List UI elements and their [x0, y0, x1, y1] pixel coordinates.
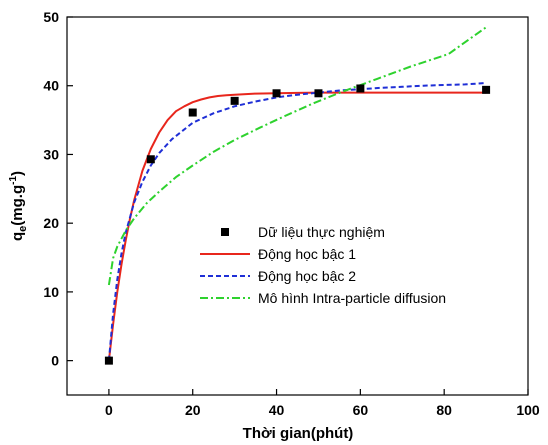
y-tick-label: 30	[43, 146, 59, 162]
legend-label: Động học bậc 1	[258, 246, 356, 262]
legend: Dữ liệu thực nghiệm Động học bậc 1 Động họ…	[196, 210, 446, 306]
legend-label: Mô hình Intra-particle diffusion	[258, 290, 446, 306]
legend-marker	[221, 228, 229, 236]
legend-box	[196, 210, 436, 306]
x-tick-label: 80	[436, 402, 452, 418]
y-axis-title-sup: -1	[8, 176, 19, 185]
y-axis-title: qe(mg.g-1)	[8, 171, 29, 241]
series-line	[107, 26, 487, 286]
y-axis-title-main: q	[9, 232, 26, 241]
y-axis-title-sub: e	[17, 226, 29, 232]
data-point	[314, 89, 323, 98]
x-tick-label: 40	[269, 402, 285, 418]
data-point	[356, 84, 365, 93]
series-layer	[104, 26, 491, 365]
y-tick-label: 40	[43, 78, 59, 94]
y-tick-label: 50	[43, 9, 59, 25]
ticks-layer: 0 20 40 60 80 100 0 10 20 30 40 50	[43, 9, 539, 418]
y-tick-label: 0	[51, 353, 59, 369]
data-point	[230, 96, 239, 105]
data-point	[272, 89, 281, 98]
series-line	[107, 91, 487, 361]
x-tick-label: 100	[516, 402, 540, 418]
x-tick-label: 60	[353, 402, 369, 418]
data-point	[104, 356, 113, 365]
data-point	[146, 155, 155, 164]
x-tick-label: 0	[105, 402, 113, 418]
data-point	[188, 108, 197, 117]
x-axis-title: Thời gian(phút)	[243, 425, 354, 442]
data-point	[482, 85, 491, 94]
y-axis-title-unit-open: (mg.g	[9, 185, 26, 226]
y-tick-label: 10	[43, 284, 59, 300]
plot-frame	[66, 16, 529, 396]
legend-label: Dữ liệu thực nghiệm	[258, 224, 385, 240]
legend-label: Động học bậc 2	[258, 268, 356, 284]
y-axis-title-unit-close: )	[9, 171, 26, 176]
x-tick-label: 20	[185, 402, 201, 418]
y-tick-label: 20	[43, 215, 59, 231]
